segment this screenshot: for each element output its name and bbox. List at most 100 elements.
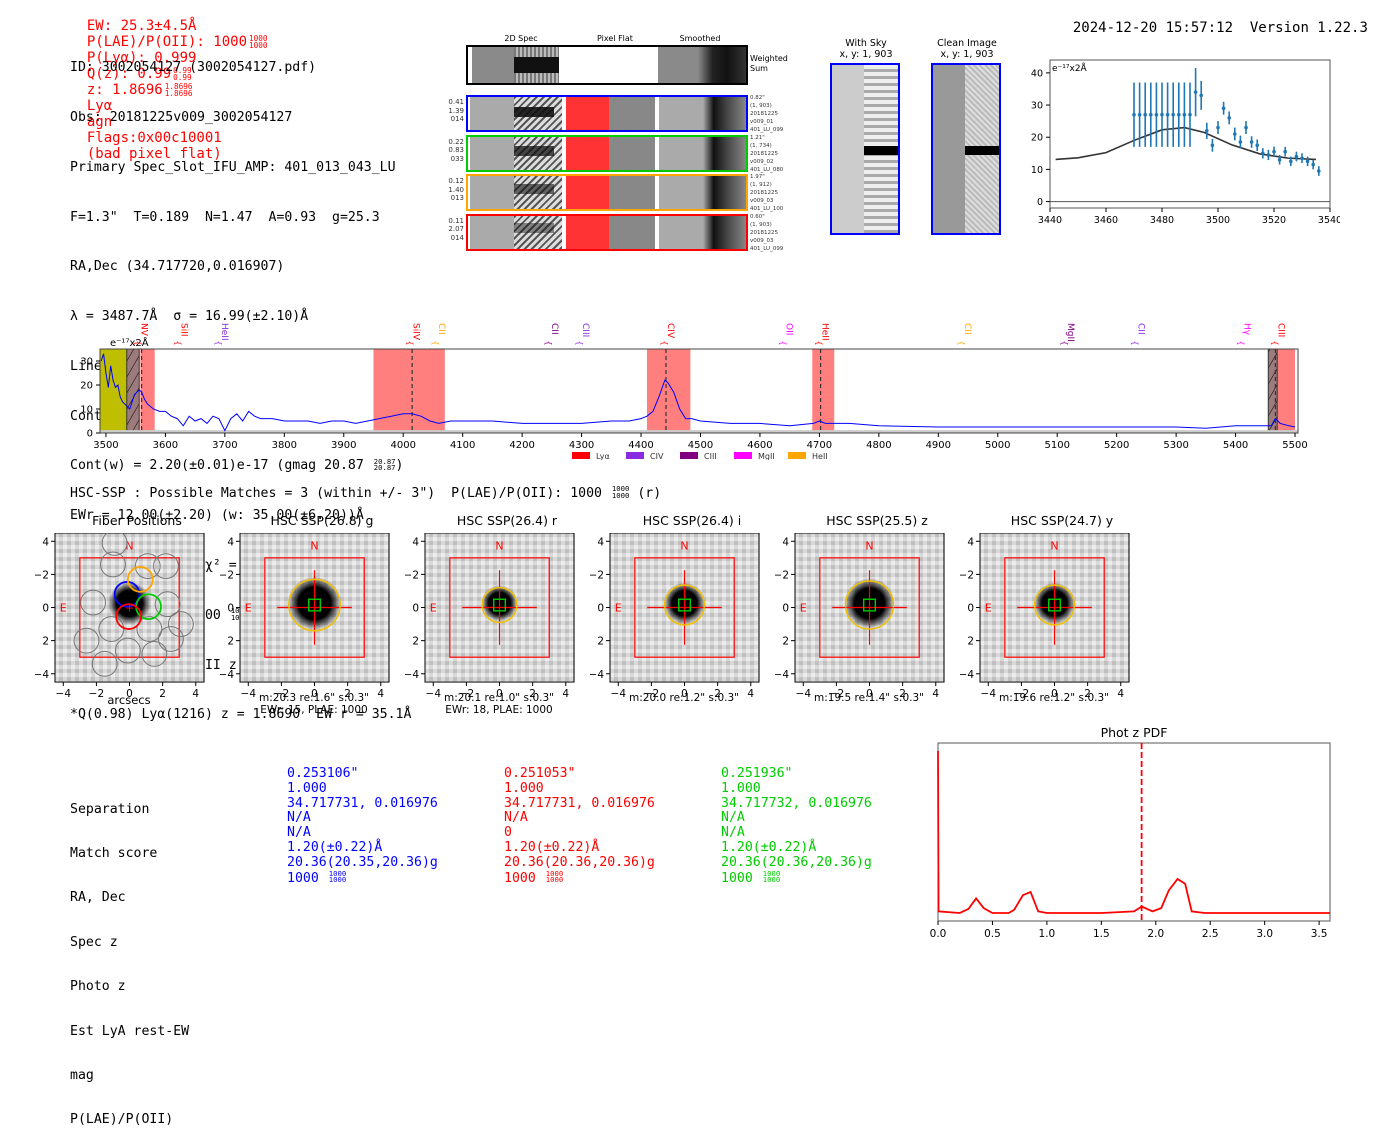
data-point: [1294, 154, 1299, 159]
x-tick-label: 4: [1117, 688, 1124, 700]
emission-line-label: SiIV: [410, 323, 420, 341]
emission-line-bracket: {: [814, 340, 823, 345]
x-tick-label: 0: [311, 688, 318, 700]
x-tick-label: 3800: [272, 440, 297, 451]
flags-note: (bad pixel flat): [86, 146, 222, 162]
match-value: 0.251053": [504, 766, 576, 781]
units-label: e⁻¹⁷x2Å: [110, 336, 149, 349]
data-point: [1137, 112, 1142, 117]
y-tick-label: 4: [967, 536, 974, 548]
with-sky-stamp: [830, 63, 900, 235]
full-spectrum-chart: 0 10 20 30 3500 3600 3700 3800 3900 4000 4100 4200 4…: [80, 323, 1307, 460]
y-tick-label: −2: [35, 569, 49, 581]
emission-line-bracket: {: [779, 340, 788, 345]
legend-label: CIII: [704, 452, 717, 460]
data-point: [1305, 159, 1310, 164]
emission-line-bracket: {: [544, 340, 553, 345]
header-meta: 2024-12-20 15:57:12 Version 1.22.3: [1056, 4, 1368, 36]
info-radec: RA,Dec (34.717720,0.016907): [70, 259, 285, 275]
x-tick-label: 3500: [93, 440, 118, 451]
label-spec-z: Spec z: [70, 934, 118, 950]
x-tick-label: −4: [796, 688, 812, 700]
match-value: 34.717731, 0.016976: [287, 795, 438, 811]
data-point: [1233, 132, 1237, 136]
y-tick-label: 4: [412, 536, 419, 548]
match-value: N/A: [287, 810, 311, 826]
east-label: E: [245, 602, 252, 615]
y-tick-label: 20: [80, 381, 93, 392]
data-point: [1249, 140, 1254, 144]
match-value: 1.000: [504, 780, 544, 796]
x-tick-label: 3900: [331, 440, 356, 451]
x-tick-label: 1.0: [1039, 928, 1056, 940]
x-tick-label: 2: [344, 688, 351, 700]
data-point: [1171, 112, 1175, 117]
flags-value: Flags:0x00c10001: [86, 130, 222, 146]
y-tick-label: 2: [782, 636, 789, 648]
info-primary: Primary Spec_Slot_IFU_AMP: 401_013_043_L…: [70, 159, 396, 175]
y-tick-label: −2: [405, 569, 419, 581]
match-value: N/A: [721, 810, 745, 826]
x-tick-label: 0.0: [930, 928, 947, 940]
galaxy-ellipse: [844, 580, 895, 630]
catalog-marker: [308, 598, 322, 612]
info-obs: Obs: 20181225v009_3002054127: [70, 109, 293, 125]
z-frac: 1.8696 1.8696: [164, 81, 193, 98]
x-tick-label: 2: [714, 688, 721, 700]
y-tick-label: 2: [42, 636, 49, 648]
match-value: 20.36(20.36,20.36)g: [504, 854, 655, 870]
x-tick-label: 4: [377, 688, 384, 700]
data-point: [1205, 128, 1209, 133]
y-tick-label: 0: [782, 603, 789, 615]
qz-frac: 0.99 0.99: [173, 65, 192, 82]
fiber-circle: [154, 591, 181, 618]
y-tick-label: −4: [960, 669, 974, 681]
cutout-title: HSC SSP(25.5) z: [826, 513, 928, 528]
x-tick-label: 4: [932, 688, 939, 700]
emission-line-label: Hγ: [1242, 323, 1252, 336]
x-tick-label: 0: [681, 688, 688, 700]
agn-flag: agn: [86, 114, 113, 130]
info-ewr: EWr = 12.00(±2.20) (w: 35.00(±6.20))Å: [70, 508, 364, 524]
x-tick-label: 4: [562, 688, 569, 700]
plya-value: P(Lyα): 0.999: [86, 50, 197, 66]
x-tick-label: 3520: [1262, 215, 1286, 226]
data-point: [1317, 169, 1321, 173]
x-tick-label: 4200: [509, 440, 534, 451]
fiber-right-info: 1.97" (1, 912) 20181225 v009_03 401_LU_100: [750, 174, 784, 212]
col-label-smoothed: Smoothed: [679, 34, 721, 43]
fiber-circle: [73, 627, 100, 654]
data-point: [1266, 153, 1271, 157]
timestamp: 2024-12-20 15:57:12: [1072, 20, 1234, 36]
galaxy-ellipse: [1033, 584, 1076, 626]
north-label: N: [1050, 539, 1058, 552]
label-est-ew: Est LyA rest-EW: [70, 1023, 190, 1039]
legend-label: Lyα: [596, 452, 610, 460]
fiber-circle: [100, 551, 126, 578]
plot-frame: [99, 348, 1299, 434]
selected-fiber-circle: [115, 603, 143, 630]
cutout-title: HSC SSP(24.7) y: [1010, 513, 1114, 528]
selected-fiber-circle: [113, 580, 141, 608]
match-value: 20.36(20.36,20.36)g: [721, 854, 872, 870]
emission-line-bracket: {: [173, 340, 182, 345]
line-id: Lyα: [86, 98, 113, 114]
y-tick-label: −4: [405, 669, 419, 681]
data-point: [1177, 112, 1181, 117]
fiber-strip: [466, 95, 748, 132]
x-tick-label: 1.5: [1093, 928, 1110, 940]
hsc-cutout-image: N E −4 −4 −2 2 0 0 2 −2 4 4: [960, 533, 1130, 700]
match-value: 1.000: [721, 780, 761, 796]
fiber-circle: [80, 589, 107, 616]
match-value: 0.253106": [287, 766, 359, 781]
x-tick-label: 3.5: [1311, 928, 1328, 940]
hsc-cutout-image: N E −4 −4 −2 2 0 0 2 −2 4 4: [775, 533, 945, 700]
info-params: F=1.3" T=0.189 N=1.47 A=0.93 g=25.3: [70, 209, 380, 225]
emission-line-label: CIII: [1275, 323, 1285, 337]
y-tick-label: 2: [412, 636, 419, 648]
fiber-left-stats: 0.41 1.39 014: [448, 98, 464, 123]
data-point: [1221, 106, 1226, 111]
y-tick-label: 0: [597, 603, 604, 615]
masked-band: [100, 349, 127, 433]
